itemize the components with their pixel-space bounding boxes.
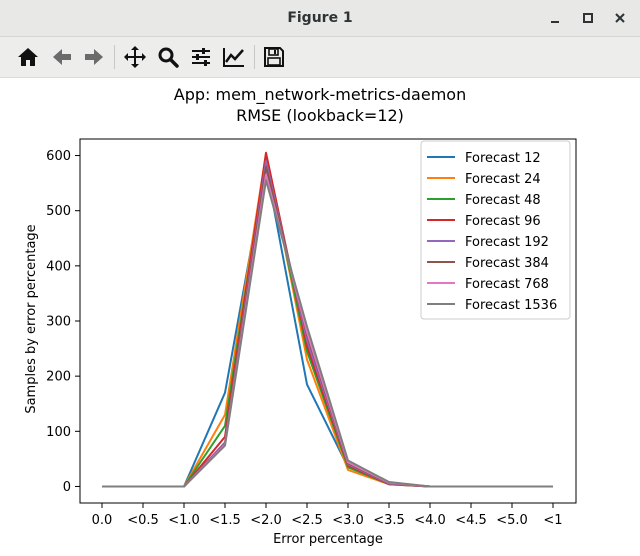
legend-label: Forecast 48 (465, 193, 541, 208)
y-axis-label: Samples by error percentage (24, 224, 39, 413)
window-title: Figure 1 (287, 10, 353, 26)
x-tick-label: <1 (543, 513, 562, 528)
x-tick-label: <3.5 (373, 513, 405, 528)
chart-title: App: mem_network-metrics-daemon (174, 85, 466, 105)
x-tick-label: <2.5 (291, 513, 323, 528)
zoom-magnifier-icon[interactable] (152, 41, 184, 73)
y-tick-label: 400 (46, 259, 71, 274)
line-chart: App: mem_network-metrics-daemon RMSE (lo… (24, 85, 577, 547)
back-arrow-icon[interactable] (46, 41, 78, 73)
close-icon[interactable] (608, 6, 632, 30)
legend-label: Forecast 12 (465, 151, 541, 166)
minimize-icon[interactable] (543, 6, 567, 30)
configure-subplots-icon[interactable] (185, 41, 217, 73)
legend-box (420, 140, 571, 320)
x-tick-label: <3.0 (332, 513, 364, 528)
home-icon[interactable] (12, 41, 44, 73)
y-tick-label: 200 (46, 370, 71, 385)
y-tick-label: 600 (46, 149, 71, 164)
x-tick-label: <4.5 (455, 513, 487, 528)
x-tick-label: <1.5 (209, 513, 241, 528)
toolbar-separator (114, 45, 115, 69)
chart-subtitle: RMSE (lookback=12) (236, 106, 404, 125)
x-axis-label: Error percentage (273, 532, 383, 547)
legend-label: Forecast 96 (465, 214, 541, 229)
series-line-8 (102, 179, 553, 488)
x-tick-label: <4.0 (414, 513, 446, 528)
toolbar-separator (254, 45, 255, 69)
x-tick-label: <1.0 (168, 513, 200, 528)
save-floppy-icon[interactable] (258, 41, 290, 73)
y-tick-label: 100 (46, 425, 71, 440)
maximize-icon[interactable] (576, 6, 600, 30)
y-tick-label: 500 (46, 204, 71, 219)
legend-label: Forecast 1536 (465, 298, 557, 313)
legend-label: Forecast 24 (465, 172, 541, 187)
legend-label: Forecast 768 (465, 277, 549, 292)
title-bar: Figure 1 (0, 0, 640, 37)
y-tick-label: 300 (46, 315, 71, 330)
x-tick-label: <5.0 (496, 513, 528, 528)
y-tick-label: 0 (63, 480, 71, 495)
forward-arrow-icon[interactable] (78, 41, 110, 73)
legend-label: Forecast 192 (465, 235, 549, 250)
legend: Forecast 12 Forecast 24 Forecast 48 Forecas… (420, 140, 571, 320)
plot-content: 0 100 200 300 400 500 600 0.0 <0.5 <1.0 <1.5 <2.0 <2… (46, 138, 577, 528)
x-tick-label: <2.0 (250, 513, 282, 528)
x-tick-label: 0.0 (92, 513, 113, 528)
legend-label: Forecast 384 (465, 256, 549, 271)
navigation-toolbar (0, 37, 640, 78)
edit-axis-icon[interactable] (218, 41, 250, 73)
pan-move-icon[interactable] (119, 41, 151, 73)
x-tick-label: <0.5 (127, 513, 159, 528)
